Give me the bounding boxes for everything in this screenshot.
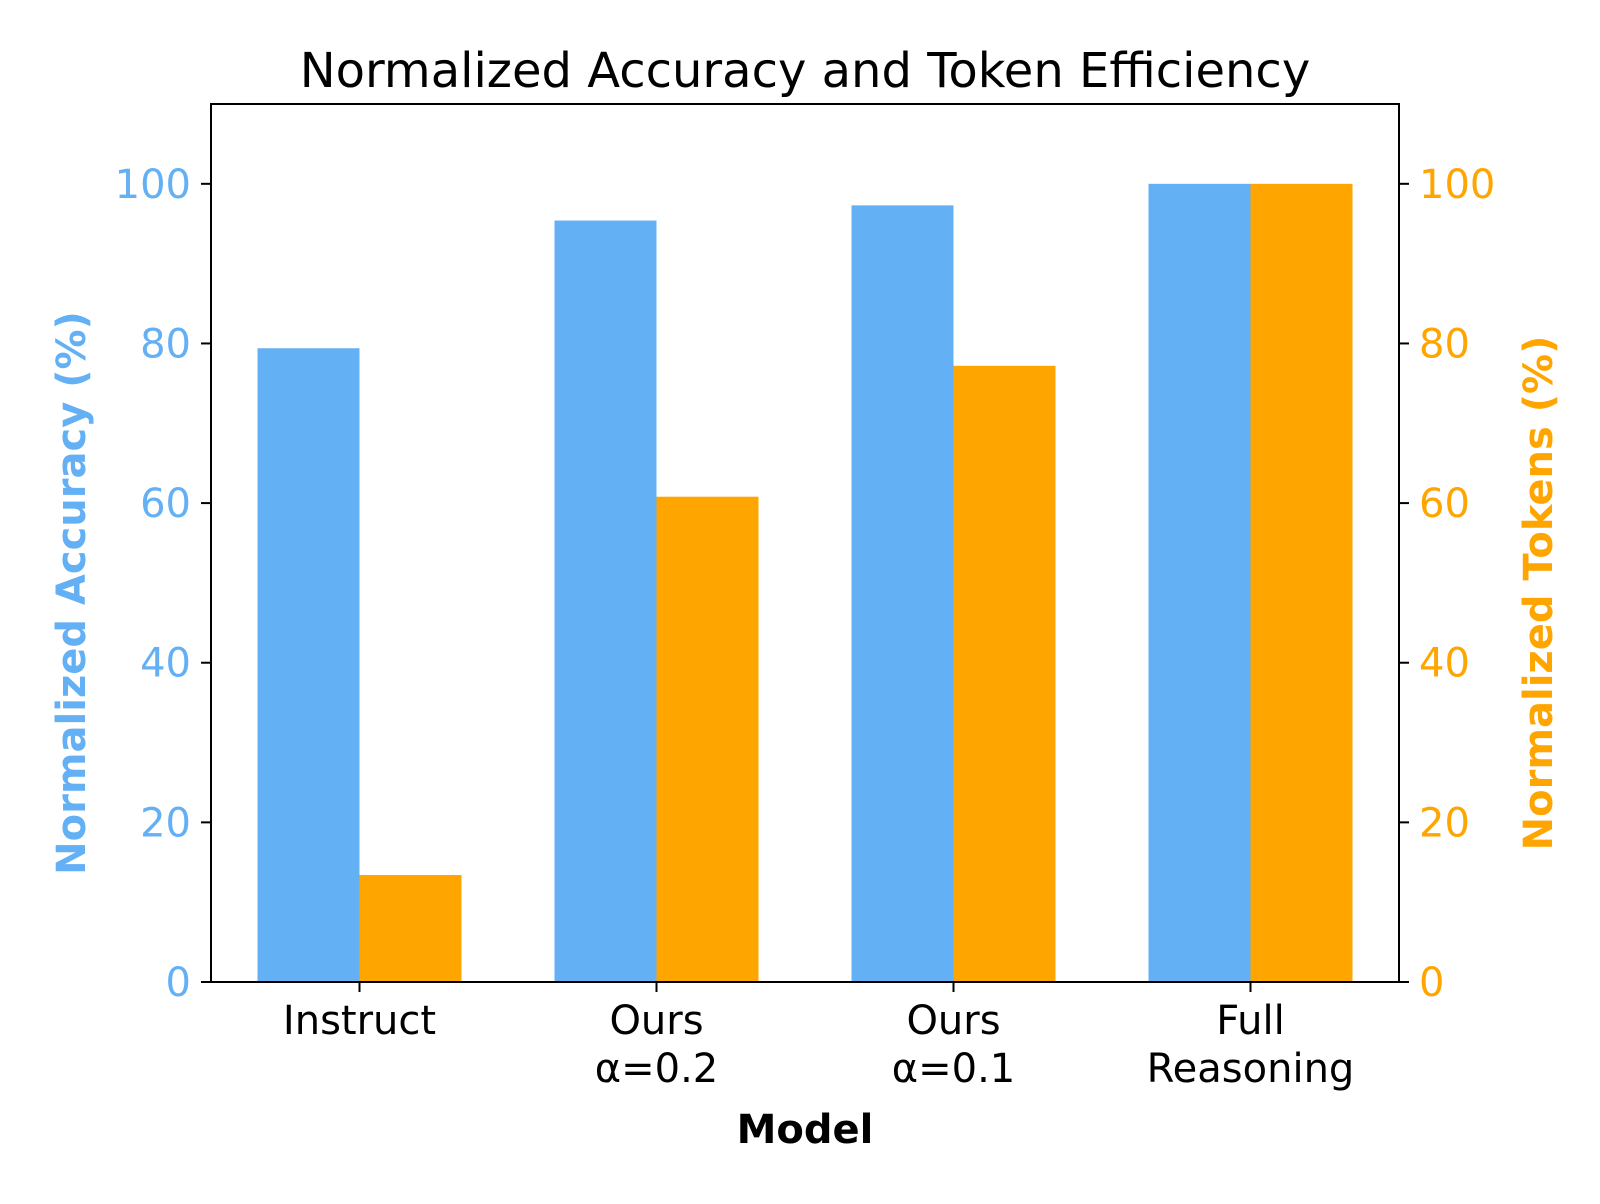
x-tick-label-line: α=0.1 xyxy=(892,1046,1016,1092)
token-bar-2 xyxy=(953,365,1056,982)
right-tick-label-4: 80 xyxy=(1419,321,1470,367)
left-tick-label-1: 20 xyxy=(140,800,191,846)
left-tick-label-2: 40 xyxy=(140,641,191,687)
x-tick-label-2: Ours α=0.1 xyxy=(892,998,1016,1092)
token-bar-1 xyxy=(656,496,759,982)
plot-frame xyxy=(210,103,1400,983)
token-bar-3 xyxy=(1250,183,1353,982)
chart-title: Normalized Accuracy and Token Efficiency xyxy=(300,43,1310,99)
x-tick-label-3: Full Reasoning xyxy=(1147,998,1355,1092)
right-tick-label-2: 40 xyxy=(1419,641,1470,687)
x-tick-label-line: α=0.2 xyxy=(595,1046,719,1092)
x-tick-label-0: Instruct xyxy=(283,998,436,1044)
token-bar-0 xyxy=(359,875,462,982)
accuracy-bar-3 xyxy=(1148,183,1251,982)
x-axis-label: Model xyxy=(737,1107,874,1153)
x-tick-label-line: Ours xyxy=(906,998,1000,1044)
left-tick-label-4: 80 xyxy=(140,321,191,367)
accuracy-bar-0 xyxy=(257,348,360,982)
x-tick-label-line: Ours xyxy=(609,998,703,1044)
x-tick-label-1: Ours α=0.2 xyxy=(595,998,719,1092)
right-tick-label-1: 20 xyxy=(1419,800,1470,846)
left-tick-label-0: 0 xyxy=(166,960,191,1006)
bars-layer xyxy=(257,183,1353,982)
left-tick-label-3: 60 xyxy=(140,481,191,527)
left-axis-ticks: 0 20 40 60 80 100 xyxy=(115,162,211,1006)
right-axis-ticks: 0 20 40 60 80 100 xyxy=(1399,162,1495,1006)
right-tick-label-3: 60 xyxy=(1419,481,1470,527)
accuracy-bar-2 xyxy=(851,205,954,982)
right-tick-label-5: 100 xyxy=(1419,162,1495,208)
y-right-axis-label: Normalized Tokens (%) xyxy=(1516,336,1562,851)
accuracy-bar-1 xyxy=(554,220,657,982)
y-left-axis-label: Normalized Accuracy (%) xyxy=(49,311,95,875)
x-tick-label-line: Reasoning xyxy=(1147,1046,1355,1092)
left-tick-label-5: 100 xyxy=(115,162,191,208)
x-tick-label-line: Full xyxy=(1216,998,1284,1044)
right-tick-label-0: 0 xyxy=(1419,960,1444,1006)
x-tick-label-line: Instruct xyxy=(283,998,436,1044)
